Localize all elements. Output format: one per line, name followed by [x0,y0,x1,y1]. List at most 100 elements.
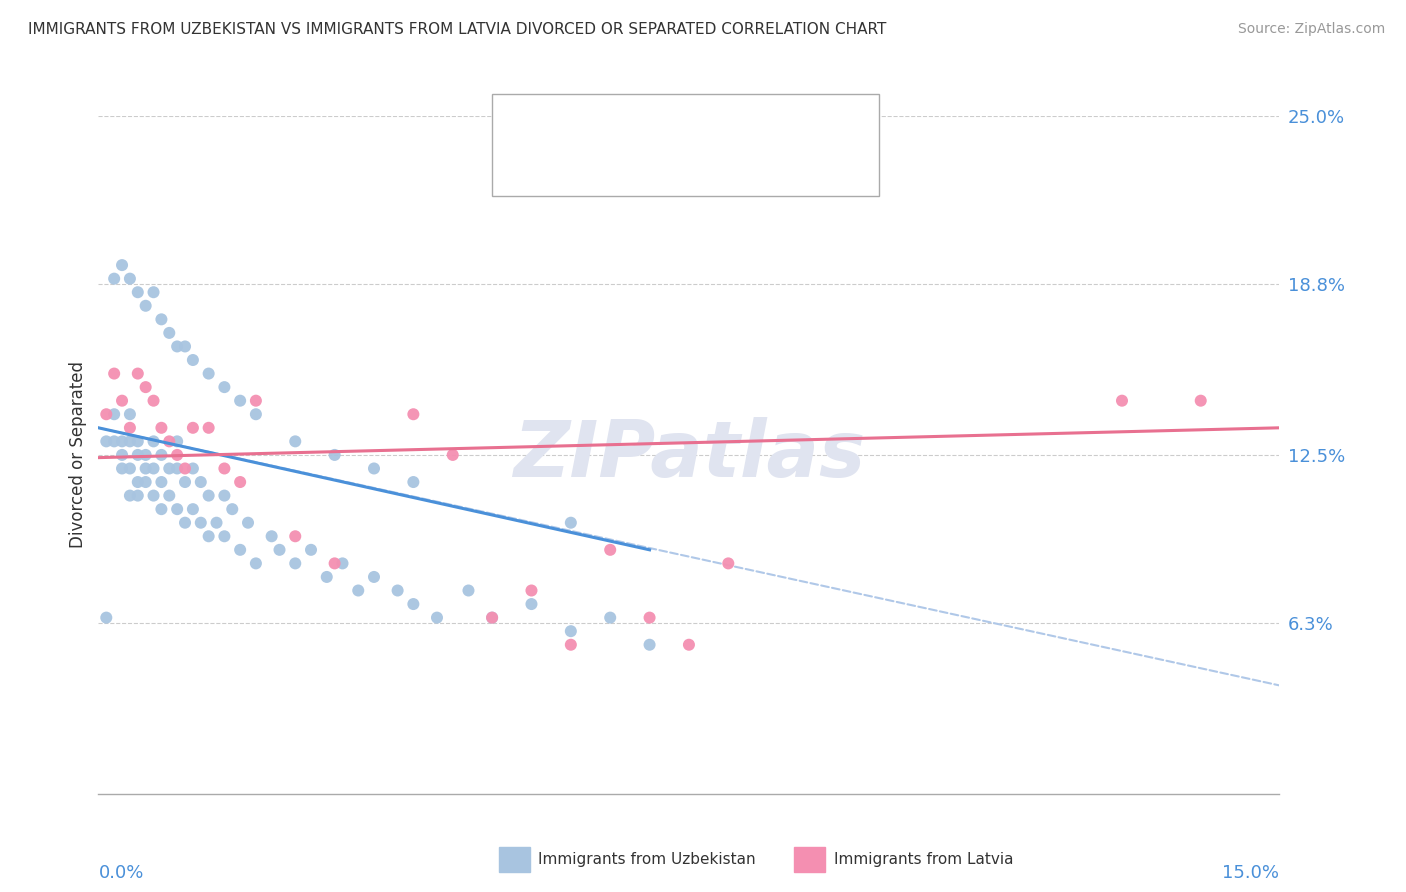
Point [157,489,180,503]
Point [150,421,173,435]
Point [197,489,219,503]
Point [118,461,141,475]
Point [560,624,582,639]
Point [111,434,134,449]
Point [284,529,307,543]
Point [638,610,661,624]
Point [426,610,449,624]
Point [299,542,322,557]
Point [1111,393,1133,408]
Point [678,638,700,652]
Point [363,461,385,475]
Point [118,489,141,503]
Point [127,434,149,449]
Point [135,475,157,489]
Point [229,542,252,557]
Point [221,502,243,516]
Point [135,380,157,394]
Point [181,353,204,368]
Point [174,475,197,489]
Point [166,461,188,475]
Text: Source: ZipAtlas.com: Source: ZipAtlas.com [1237,22,1385,37]
Point [157,326,180,340]
Point [118,434,141,449]
Point [166,339,188,353]
Point [1189,393,1212,408]
Point [181,421,204,435]
Point [103,407,125,421]
Point [150,502,173,516]
Point [229,475,252,489]
Point [96,407,118,421]
Point [284,557,307,571]
Text: R =  0.076   N = 29: R = 0.076 N = 29 [569,154,759,172]
Point [111,461,134,475]
Point [118,421,141,435]
Point [402,475,425,489]
Y-axis label: Divorced or Separated: Divorced or Separated [69,361,87,549]
Point [387,583,409,598]
Point [214,461,236,475]
Point [441,448,464,462]
Point [197,367,219,381]
Point [236,516,259,530]
Point [142,285,165,300]
Point [118,271,141,285]
Point [181,461,204,475]
Point [127,448,149,462]
Point [150,312,173,326]
Text: IMMIGRANTS FROM UZBEKISTAN VS IMMIGRANTS FROM LATVIA DIVORCED OR SEPARATED CORRE: IMMIGRANTS FROM UZBEKISTAN VS IMMIGRANTS… [28,22,887,37]
Point [111,393,134,408]
Point [142,434,165,449]
Point [323,557,346,571]
Point [638,638,661,652]
Point [560,638,582,652]
Point [599,610,621,624]
Point [181,502,204,516]
Point [197,421,219,435]
Point [127,475,149,489]
Point [363,570,385,584]
Point [323,448,346,462]
Point [166,502,188,516]
Text: R = -0.233   N = 81: R = -0.233 N = 81 [569,117,759,135]
Point [245,557,267,571]
Point [402,407,425,421]
Point [174,461,197,475]
Point [520,597,543,611]
Point [481,610,503,624]
Point [118,407,141,421]
Point [457,583,479,598]
Point [111,258,134,272]
Point [205,516,228,530]
Point [197,529,219,543]
Point [174,339,197,353]
Text: Immigrants from Uzbekistan: Immigrants from Uzbekistan [538,853,756,867]
Point [214,489,236,503]
Point [103,271,125,285]
Point [127,285,149,300]
Point [284,434,307,449]
Text: ZIPatlas: ZIPatlas [513,417,865,493]
Text: 15.0%: 15.0% [1222,864,1279,882]
Point [260,529,283,543]
Point [135,299,157,313]
Point [111,448,134,462]
Bar [517,148,553,178]
Point [245,407,267,421]
Point [96,434,118,449]
Point [347,583,370,598]
Point [142,489,165,503]
Point [245,393,267,408]
Point [214,380,236,394]
Point [332,557,354,571]
Point [166,448,188,462]
Point [127,489,149,503]
Point [229,393,252,408]
Point [560,516,582,530]
Point [599,542,621,557]
Point [214,529,236,543]
Point [481,610,503,624]
Point [166,434,188,449]
Point [96,610,118,624]
